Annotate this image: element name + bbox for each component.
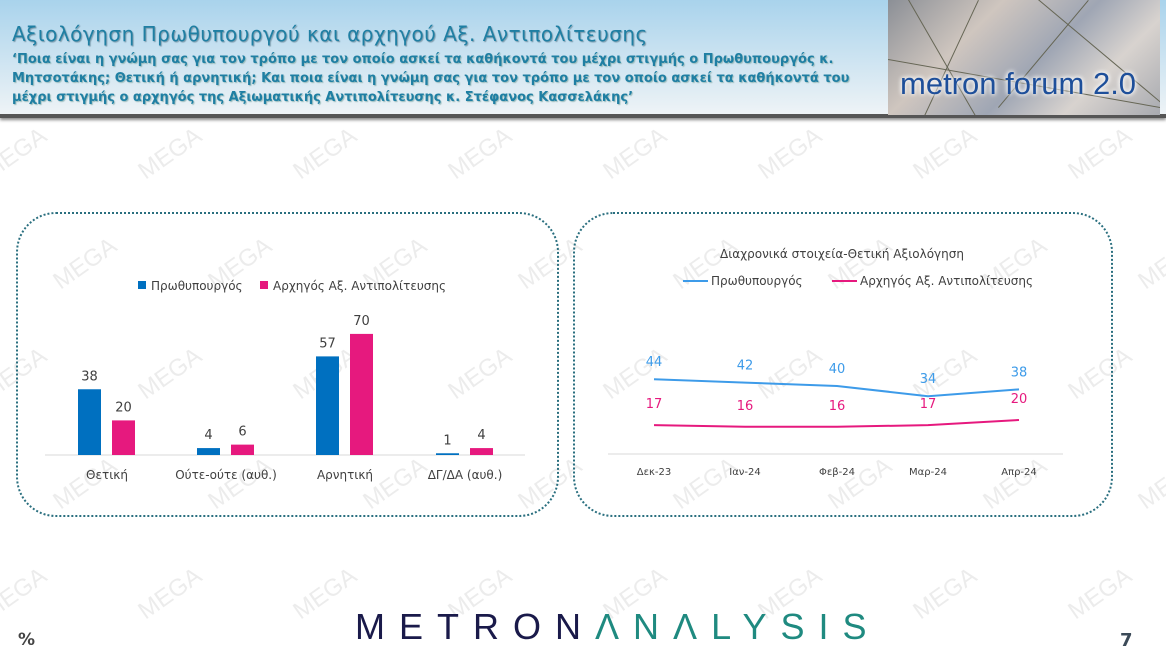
slide-header: Αξιολόγηση Πρωθυπουργού και αρχηγού Αξ. … [0, 0, 1166, 118]
legend-label-opposition: Αρχηγός Αξ. Αντιπολίτευσης [273, 279, 446, 293]
x-tick-label: Ούτε-ούτε (αυθ.) [175, 468, 277, 482]
bar [316, 356, 339, 455]
bar-value-label: 38 [81, 369, 98, 384]
unit-label: % [18, 630, 36, 650]
bar-value-label: 57 [319, 336, 336, 351]
x-tick-label: ΔΓ/ΔΑ (αυθ.) [428, 468, 503, 482]
line-chart-panel [573, 212, 1113, 517]
bar [197, 448, 220, 455]
legend-label-pm: Πρωθυπουργός [151, 279, 243, 293]
bar-value-label: 20 [115, 400, 132, 415]
bar-legend: Πρωθυπουργός Αρχηγός Αξ. Αντιπολίτευσης [138, 279, 446, 293]
bar [470, 448, 493, 455]
bar-chart-panel [16, 212, 559, 517]
x-tick-label: Θετική [86, 468, 128, 482]
bar-value-label: 4 [477, 428, 485, 443]
bar-value-label: 6 [238, 425, 246, 440]
legend-swatch-opposition [260, 281, 268, 289]
x-tick-label: Αρνητική [317, 468, 373, 482]
bar [231, 444, 254, 455]
bar [350, 333, 373, 455]
metron-forum-logo: metron forum 2.0 [888, 0, 1160, 115]
slide-question: ‘Ποια είναι η γνώμη σας για τον τρόπο με… [12, 52, 850, 105]
bar-value-label: 1 [443, 433, 451, 448]
page-number: 7 [1120, 630, 1133, 651]
slide-title: Αξιολόγηση Πρωθυπουργού και αρχηγού Αξ. … [12, 22, 648, 46]
bar [436, 453, 459, 455]
metron-analysis-logo: METRONΛNΛLYSIS [355, 606, 881, 647]
bar [78, 389, 101, 455]
bar-value-label: 70 [353, 314, 370, 329]
logo-text: metron forum 2.0 [900, 66, 1137, 101]
bar-value-label: 4 [204, 428, 212, 443]
bar [112, 420, 135, 455]
legend-swatch-pm [138, 281, 146, 289]
